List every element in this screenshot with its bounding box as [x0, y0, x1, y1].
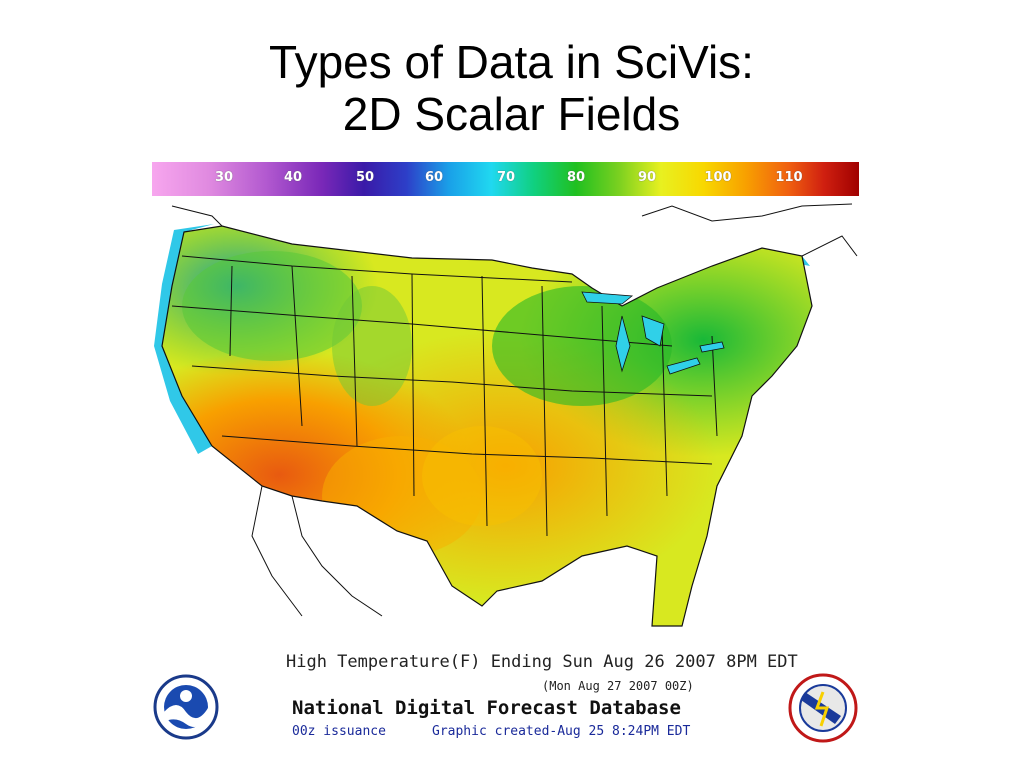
- slide-title: Types of Data in SciVis: 2D Scalar Field…: [0, 36, 1023, 140]
- great-lakes: [581, 291, 725, 375]
- pacific-coastal-band: [154, 224, 214, 454]
- scale-label: 100: [704, 170, 732, 185]
- temperature-map: [152, 196, 859, 646]
- title-line-1: Types of Data in SciVis:: [269, 36, 754, 88]
- temperature-color-scale: 30 40 50 60 70 80 90 100 110: [152, 162, 859, 196]
- source-name: National Digital Forecast Database: [292, 697, 681, 719]
- us-outline: [161, 225, 813, 627]
- scale-label: 110: [775, 170, 803, 185]
- issuance-label: 00z issuance: [292, 724, 386, 739]
- map-caption-sub: (Mon Aug 27 2007 00Z): [542, 679, 694, 693]
- canada-outline: [171, 203, 858, 257]
- scale-label: 30: [214, 170, 234, 185]
- created-label: Graphic created-Aug 25 8:24PM EDT: [432, 724, 691, 739]
- scale-label: 80: [566, 170, 586, 185]
- national-weather-service-logo-icon: [788, 673, 858, 743]
- scale-label: 50: [355, 170, 375, 185]
- noaa-logo-icon: [153, 674, 219, 740]
- mexico-outline: [251, 485, 383, 617]
- scale-label: 90: [637, 170, 657, 185]
- scale-label: 70: [496, 170, 516, 185]
- scale-label: 40: [283, 170, 303, 185]
- scale-label: 60: [424, 170, 444, 185]
- state-borders: [171, 255, 718, 537]
- us-temperature-map-svg: [152, 196, 859, 646]
- map-caption-main: High Temperature(F) Ending Sun Aug 26 20…: [286, 652, 798, 672]
- title-line-2: 2D Scalar Fields: [342, 88, 681, 140]
